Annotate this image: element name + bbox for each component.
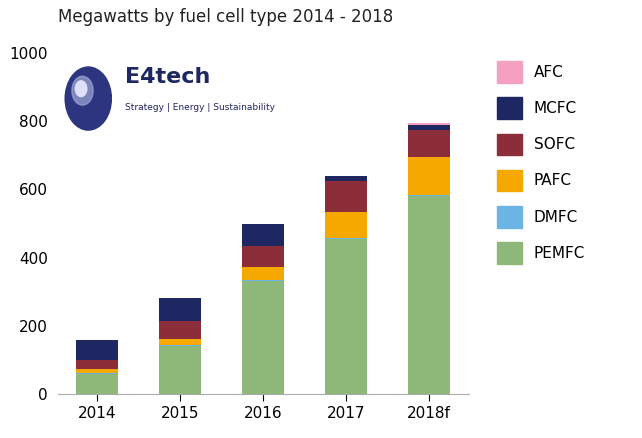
Circle shape bbox=[75, 81, 87, 97]
Bar bbox=[76, 373, 118, 374]
Bar bbox=[325, 239, 367, 394]
Bar bbox=[76, 360, 118, 369]
Bar bbox=[325, 176, 367, 181]
Bar bbox=[243, 280, 284, 282]
Bar bbox=[408, 123, 450, 125]
Bar bbox=[243, 224, 284, 246]
Bar bbox=[76, 374, 118, 394]
Circle shape bbox=[65, 67, 112, 130]
Bar bbox=[159, 297, 201, 321]
Circle shape bbox=[72, 76, 93, 105]
Bar bbox=[159, 346, 201, 394]
Bar bbox=[325, 238, 367, 239]
Bar bbox=[243, 267, 284, 280]
Bar bbox=[76, 339, 118, 360]
Bar bbox=[243, 282, 284, 394]
Bar bbox=[243, 246, 284, 267]
Bar bbox=[325, 212, 367, 238]
Text: Megawatts by fuel cell type 2014 - 2018: Megawatts by fuel cell type 2014 - 2018 bbox=[58, 8, 393, 26]
Bar bbox=[159, 339, 201, 345]
Bar bbox=[408, 157, 450, 195]
Bar bbox=[76, 369, 118, 373]
Bar bbox=[325, 181, 367, 212]
Text: Strategy | Energy | Sustainability: Strategy | Energy | Sustainability bbox=[125, 103, 275, 112]
Text: E4tech: E4tech bbox=[125, 67, 211, 87]
Bar bbox=[408, 130, 450, 157]
Bar bbox=[408, 196, 450, 394]
Bar bbox=[408, 195, 450, 196]
Bar bbox=[408, 125, 450, 130]
Bar bbox=[159, 345, 201, 346]
Legend: AFC, MCFC, SOFC, PAFC, DMFC, PEMFC: AFC, MCFC, SOFC, PAFC, DMFC, PEMFC bbox=[492, 57, 590, 268]
Bar bbox=[159, 321, 201, 339]
